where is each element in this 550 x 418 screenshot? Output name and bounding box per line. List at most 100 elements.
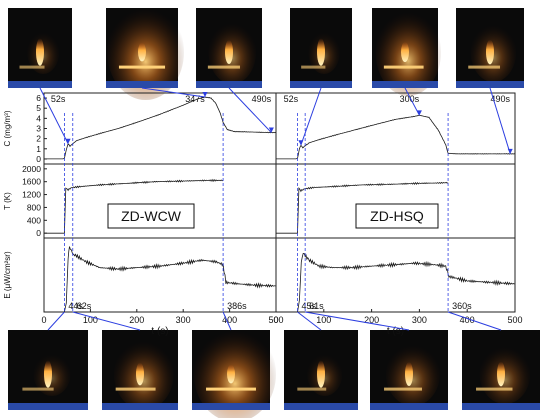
connector-line	[404, 87, 420, 116]
x-axis-label: t (s)	[151, 326, 168, 337]
time-marker: 490s	[252, 94, 272, 104]
marker-label: 61s	[309, 301, 324, 311]
sample-holder-base	[456, 81, 524, 88]
x-tick-label: 100	[316, 315, 331, 325]
x-axis-label: t (s)	[387, 326, 404, 337]
marker-label: 490s	[490, 94, 510, 104]
ember-strip	[207, 65, 240, 69]
marker-label: 62s	[77, 301, 92, 311]
flame-core	[317, 38, 325, 66]
x-tick-label: 200	[129, 315, 144, 325]
flame-core	[225, 39, 233, 65]
connector-line	[39, 87, 69, 144]
ember-strip	[476, 387, 513, 391]
x-tick-label: 0	[273, 315, 278, 325]
y-tick-label: 3	[36, 124, 41, 134]
flame-photo	[462, 330, 540, 410]
time-marker: 52s	[284, 94, 299, 104]
ember-strip	[301, 65, 326, 69]
flame-photo	[8, 330, 88, 410]
time-marker: 490s	[490, 94, 510, 104]
sample-holder-base	[372, 81, 438, 88]
x-tick-label: 300	[176, 315, 191, 325]
sample-holder-base	[8, 403, 88, 410]
y-tick-label: 0	[36, 228, 41, 238]
flame-photo	[196, 8, 262, 88]
flame-core	[405, 361, 413, 387]
connector-line	[141, 87, 206, 98]
ember-strip	[383, 65, 424, 69]
sample-holder-base	[192, 403, 270, 410]
y-tick-label: 0	[36, 154, 41, 164]
flame-core	[138, 42, 146, 62]
y-tick-label: 4	[36, 113, 41, 123]
y-tick-label: 5	[36, 103, 41, 113]
time-marker: 62s	[72, 113, 92, 312]
flame-photo	[284, 330, 358, 410]
time-marker: 52s	[51, 94, 66, 104]
flame-glow	[33, 352, 71, 396]
ember-strip	[384, 387, 422, 391]
flame-core	[401, 41, 409, 63]
flame-photo-strip	[8, 4, 540, 418]
connector-arrowhead	[507, 148, 513, 154]
marker-label: 386s	[227, 301, 247, 311]
y-tick-label: 2000	[22, 164, 41, 174]
flame-core	[497, 361, 505, 387]
sample-holder-base	[284, 403, 358, 410]
series-line-emission	[276, 252, 516, 313]
y-tick-label: 6	[36, 93, 41, 103]
sample-holder-base	[106, 81, 178, 88]
series-line-concentration	[44, 96, 277, 160]
sample-label: ZD-HSQ	[370, 208, 424, 224]
sample-holder-base	[290, 81, 352, 88]
flame-core	[227, 364, 235, 384]
marker-label: 360s	[452, 301, 472, 311]
flame-photo	[192, 326, 276, 418]
flame-photo	[370, 330, 448, 410]
y-axis-label: T (K)	[3, 192, 12, 210]
connector-arrowhead	[298, 140, 304, 146]
y-tick-label: 400	[27, 215, 41, 225]
connector-line	[297, 311, 322, 331]
connector-line	[222, 311, 232, 331]
y-tick-label: 1600	[22, 177, 41, 187]
connector-line	[447, 311, 502, 331]
flame-photo	[8, 8, 72, 88]
sample-holder-base	[8, 81, 72, 88]
marker-label: 490s	[252, 94, 272, 104]
ember-strip	[468, 65, 501, 69]
x-tick-label: 100	[83, 315, 98, 325]
ember-strip	[19, 65, 45, 69]
y-axis-label: E (μW/cm²sr)	[3, 251, 12, 299]
sample-holder-base	[370, 403, 448, 410]
flame-photo	[456, 8, 524, 88]
connector-line	[300, 87, 322, 146]
marker-connectors	[39, 87, 513, 331]
x-tick-label: 500	[268, 315, 283, 325]
sample-holder-base	[196, 81, 262, 88]
sample-label-box	[355, 203, 439, 229]
sample-label-box	[107, 203, 195, 229]
y-axis-label: C (mg/m³)	[3, 110, 12, 146]
time-marker: 300s	[400, 94, 420, 104]
flame-core	[44, 360, 52, 388]
connector-line	[489, 87, 511, 155]
series-line-emission	[44, 246, 277, 313]
flame-photo	[102, 330, 178, 410]
panel-frame	[43, 92, 277, 313]
time-marker: 386s	[222, 113, 247, 312]
time-marker: 360s	[447, 113, 472, 312]
flame-photo	[106, 4, 184, 100]
x-tick-label: 400	[222, 315, 237, 325]
x-tick-label: 500	[507, 315, 522, 325]
connector-arrowhead	[268, 127, 274, 133]
x-tick-label: 400	[460, 315, 475, 325]
y-tick-label: 800	[27, 202, 41, 212]
x-tick-label: 0	[41, 315, 46, 325]
x-tick-label: 200	[364, 315, 379, 325]
ember-strip	[297, 387, 327, 391]
series-line-temperature	[44, 178, 224, 234]
